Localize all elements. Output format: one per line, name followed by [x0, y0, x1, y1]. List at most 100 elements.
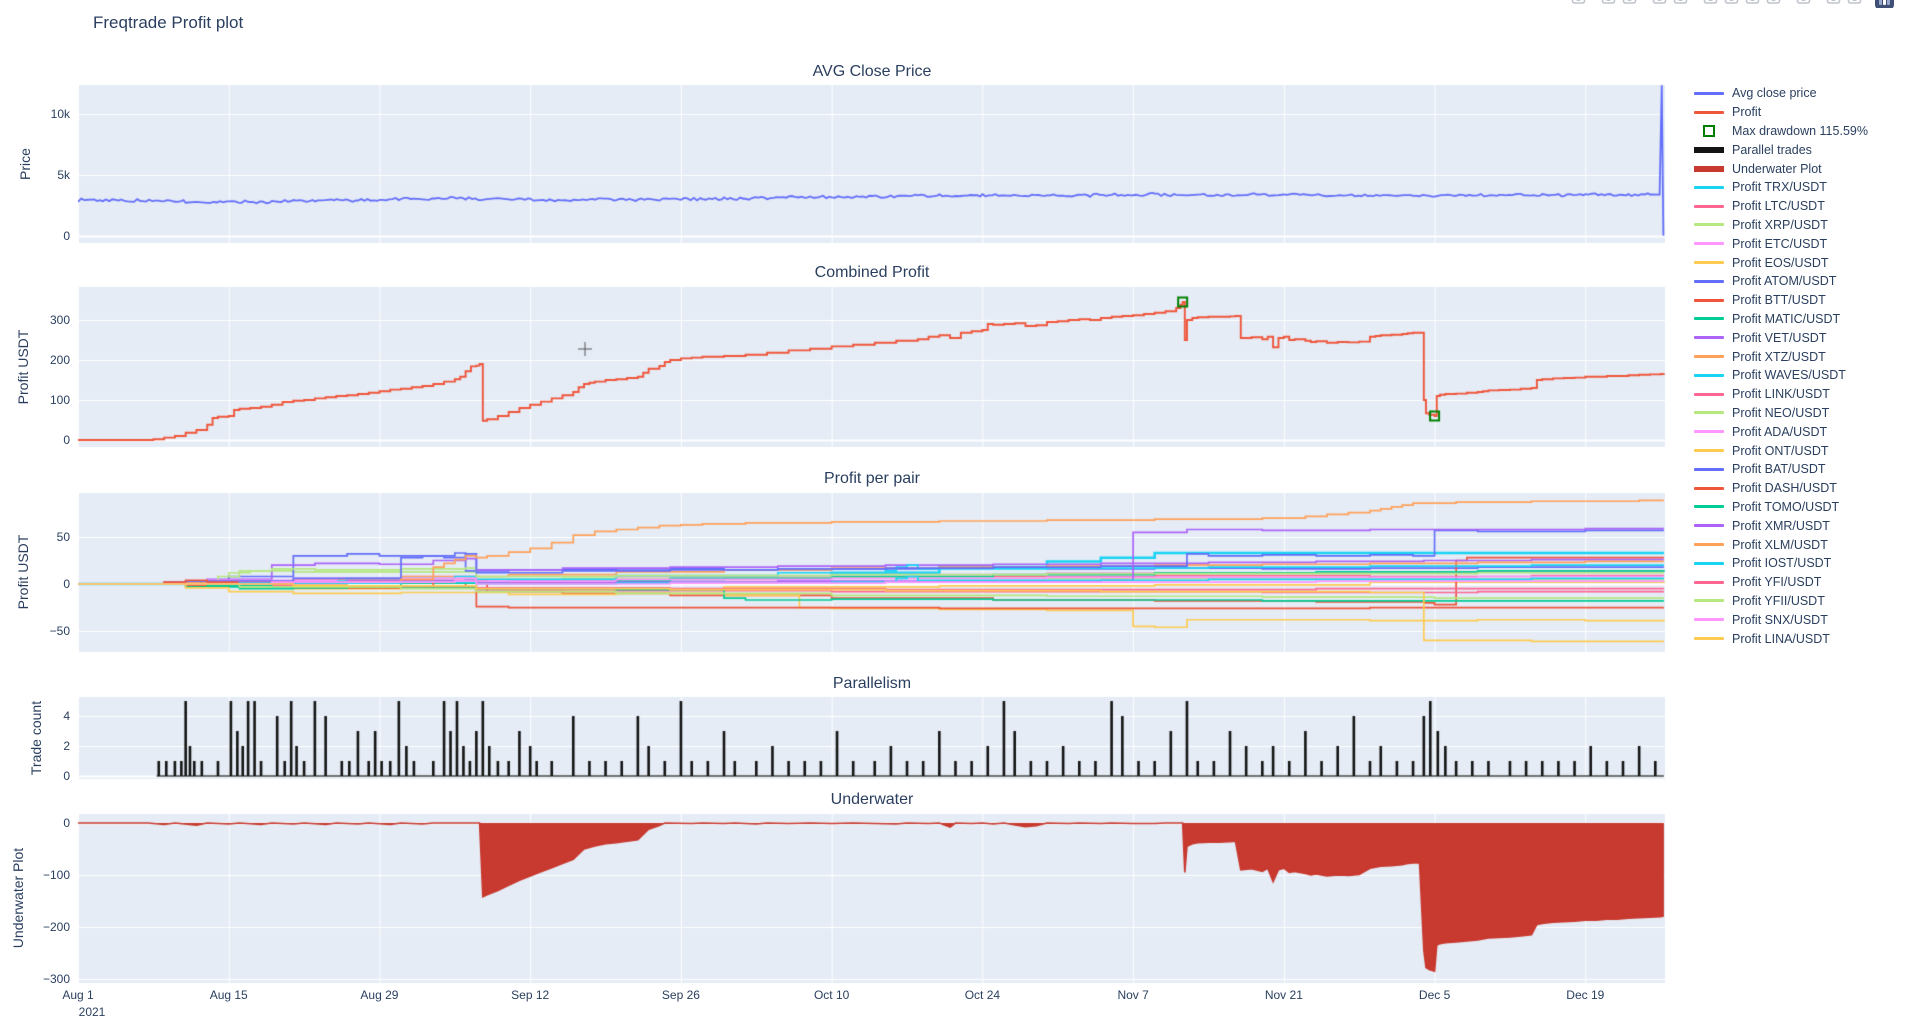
pan-icon[interactable]	[1622, 0, 1637, 6]
legend-item[interactable]: Profit YFI/USDT	[1694, 573, 1868, 592]
legend-line-swatch	[1694, 223, 1724, 227]
legend-line-swatch	[1694, 298, 1724, 302]
y-tick-label: 0	[63, 769, 70, 783]
legend-item-label: Profit ONT/USDT	[1732, 443, 1829, 458]
legend-item[interactable]: Underwater Plot	[1694, 159, 1868, 178]
subplot-title-profit-per-pair: Profit per pair	[823, 470, 921, 487]
subplot-title-underwater: Underwater	[830, 791, 914, 808]
legend-line-swatch	[1694, 618, 1724, 622]
hover-closest-icon[interactable]	[1826, 0, 1841, 6]
legend-item-label: Profit YFII/USDT	[1732, 593, 1825, 608]
reset-axes-icon[interactable]	[1766, 0, 1781, 6]
legend-item[interactable]: Profit BTT/USDT	[1694, 291, 1868, 310]
y-tick-label: 10k	[50, 106, 70, 121]
legend-item[interactable]: Profit	[1694, 103, 1868, 122]
legend-item-label: Profit	[1732, 105, 1762, 120]
x-tick-label: Dec 5	[1418, 988, 1451, 1002]
legend-item-label: Profit ATOM/USDT	[1732, 274, 1837, 289]
x-tick-label: Oct 10	[813, 988, 850, 1002]
y-tick-label: −300	[42, 971, 70, 986]
legend-item-label: Profit TRX/USDT	[1732, 180, 1827, 195]
legend-line-swatch	[1694, 317, 1724, 321]
legend-item[interactable]: Profit SNX/USDT	[1694, 610, 1868, 629]
legend-item[interactable]: Profit TRX/USDT	[1694, 178, 1868, 197]
legend-item[interactable]: Profit ETC/USDT	[1694, 234, 1868, 253]
legend-line-swatch	[1694, 543, 1724, 547]
legend-line-swatch	[1694, 185, 1724, 189]
legend-item[interactable]: Profit LTC/USDT	[1694, 197, 1868, 216]
subplot-title-parallelism: Parallelism	[832, 675, 912, 692]
y-tick-label: 5k	[57, 167, 70, 182]
legend-line-swatch	[1694, 449, 1724, 453]
x-tick-label: Nov 7	[1117, 988, 1149, 1002]
y-tick-label: 4	[63, 709, 70, 724]
legend-item[interactable]: Profit XLM/USDT	[1694, 535, 1868, 554]
legend-item-label: Max drawdown 115.59%	[1732, 123, 1868, 138]
legend-item[interactable]: Profit LINK/USDT	[1694, 385, 1868, 404]
legend-line-swatch	[1694, 430, 1724, 434]
legend-item-label: Profit EOS/USDT	[1732, 255, 1829, 270]
legend-item[interactable]: Profit TOMO/USDT	[1694, 498, 1868, 517]
autoscale-icon[interactable]	[1745, 0, 1760, 6]
legend-line-swatch	[1694, 467, 1724, 471]
legend-item[interactable]: Profit LINA/USDT	[1694, 629, 1868, 648]
zoom-in-icon[interactable]	[1703, 0, 1718, 6]
legend-item[interactable]: Profit BAT/USDT	[1694, 460, 1868, 479]
legend-item[interactable]: Profit VET/USDT	[1694, 328, 1868, 347]
legend-item-label: Profit DASH/USDT	[1732, 481, 1837, 496]
legend-item[interactable]: Profit ADA/USDT	[1694, 422, 1868, 441]
legend-item[interactable]: Profit ATOM/USDT	[1694, 272, 1868, 291]
legend-line-swatch	[1694, 637, 1724, 640]
legend-item[interactable]: Profit IOST/USDT	[1694, 554, 1868, 573]
zoom-icon[interactable]	[1601, 0, 1616, 6]
legend-line-swatch	[1694, 279, 1724, 283]
plotly-logo[interactable]	[1875, 0, 1894, 8]
legend-item-label: Profit BAT/USDT	[1732, 462, 1826, 477]
legend-line-swatch	[1694, 411, 1724, 415]
legend-item-label: Profit SNX/USDT	[1732, 612, 1828, 627]
legend-item[interactable]: Profit NEO/USDT	[1694, 404, 1868, 423]
legend-item[interactable]: Profit EOS/USDT	[1694, 253, 1868, 272]
legend-item[interactable]: Parallel trades	[1694, 140, 1868, 159]
legend-item[interactable]: Avg close price	[1694, 84, 1868, 103]
y-tick-label: 200	[49, 353, 70, 367]
legend-item-label: Profit XRP/USDT	[1732, 217, 1828, 232]
lasso-select-icon[interactable]	[1673, 0, 1688, 6]
x-tick-label: Aug 1	[62, 988, 94, 1002]
box-select-icon[interactable]	[1652, 0, 1667, 6]
legend-line-swatch	[1694, 580, 1724, 584]
legend-item-label: Profit NEO/USDT	[1732, 405, 1830, 420]
legend-item[interactable]: Profit YFII/USDT	[1694, 592, 1868, 611]
hover-compare-icon[interactable]	[1847, 0, 1862, 6]
legend-item-label: Profit LINK/USDT	[1732, 387, 1830, 402]
legend-item-label: Underwater Plot	[1732, 161, 1822, 176]
legend-line-swatch	[1694, 392, 1724, 396]
legend-item[interactable]: Profit ONT/USDT	[1694, 441, 1868, 460]
legend-line-swatch	[1694, 355, 1724, 359]
y-tick-label: 50	[56, 530, 70, 544]
zoom-out-icon[interactable]	[1724, 0, 1739, 6]
legend-item-label: Profit WAVES/USDT	[1732, 368, 1846, 383]
y-tick-label: 300	[49, 313, 70, 327]
legend-line-swatch	[1694, 486, 1724, 490]
legend-item[interactable]: Profit MATIC/USDT	[1694, 310, 1868, 329]
camera-icon[interactable]	[1571, 0, 1586, 6]
legend-item-label: Profit MATIC/USDT	[1732, 311, 1841, 326]
y-tick-label: −200	[42, 919, 70, 934]
legend-line-swatch	[1694, 261, 1724, 265]
y-tick-label: −50	[49, 624, 70, 639]
toggle-spikelines-icon[interactable]	[1796, 0, 1811, 6]
legend-item[interactable]: Profit DASH/USDT	[1694, 479, 1868, 498]
y-tick-label: 2	[63, 739, 70, 754]
legend-item[interactable]: Max drawdown 115.59%	[1694, 122, 1868, 141]
legend-item[interactable]: Profit XTZ/USDT	[1694, 347, 1868, 366]
legend-item[interactable]: Profit XRP/USDT	[1694, 216, 1868, 235]
legend-item[interactable]: Profit XMR/USDT	[1694, 516, 1868, 535]
legend-item-label: Profit XMR/USDT	[1732, 518, 1830, 533]
legend-item-label: Profit ETC/USDT	[1732, 236, 1828, 251]
x-tick-label: Aug 15	[209, 988, 248, 1002]
legend-item-label: Profit XLM/USDT	[1732, 537, 1828, 552]
legend-line-swatch	[1694, 204, 1724, 208]
legend-item[interactable]: Profit WAVES/USDT	[1694, 366, 1868, 385]
